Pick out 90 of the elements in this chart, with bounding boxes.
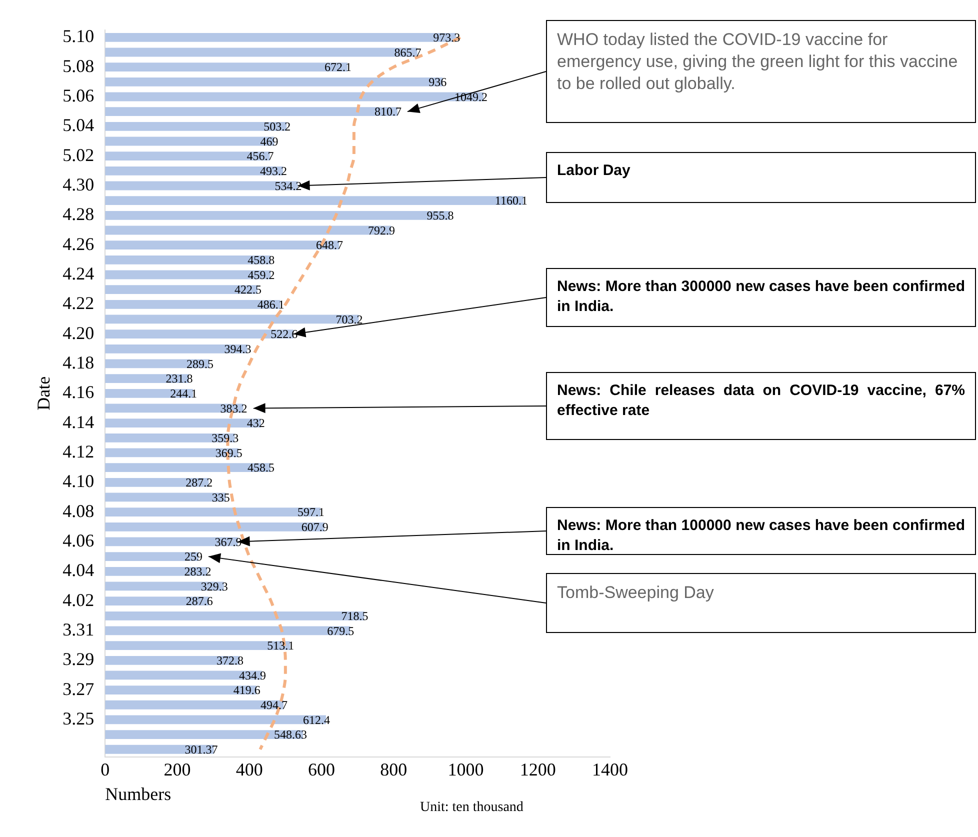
note-box: WHO today listed the COVID-19 vaccine for emergency use, giving the green light for this vaccine to be rolled out globally. xyxy=(546,20,976,123)
data-label: 287.2 xyxy=(186,476,213,490)
data-label: 458.5 xyxy=(247,460,274,475)
data-label: 259 xyxy=(184,550,203,564)
data-label: 1049.2 xyxy=(454,90,488,104)
data-label: 244.1 xyxy=(170,386,198,401)
data-label: 419.6 xyxy=(233,683,260,698)
y-tick-label: 4.08 xyxy=(62,500,94,521)
data-label: 522.6 xyxy=(270,327,298,342)
y-tick-label: 4.12 xyxy=(62,441,94,462)
note-box: News: More than 300000 new cases have been confirmed in India. xyxy=(546,268,976,327)
data-label: 1160.1 xyxy=(494,194,528,208)
note-box: Tomb-Sweeping Day xyxy=(546,573,976,633)
text: Unit: ten thousand xyxy=(420,800,524,816)
data-label: 458.8 xyxy=(248,253,275,268)
data-label: 494.7 xyxy=(260,698,288,712)
data-label: 973.3 xyxy=(433,30,460,45)
data-label: 486.1 xyxy=(257,298,284,312)
y-tick-label: 4.06 xyxy=(62,530,94,550)
data-label: 335 xyxy=(212,490,230,504)
y-tick-label: 4.24 xyxy=(62,263,94,284)
x-tick-label: 400 xyxy=(236,759,263,780)
data-label: 283.2 xyxy=(184,564,212,579)
data-label: 367.9 xyxy=(214,534,242,549)
data-label: 394.3 xyxy=(224,342,252,356)
y-tick-label: 4.14 xyxy=(62,412,94,432)
y-tick-label: 4.16 xyxy=(62,382,94,402)
y-tick-label: 4.28 xyxy=(62,204,94,224)
y-axis-title: Date xyxy=(34,376,54,410)
data-label: 493.2 xyxy=(260,164,287,178)
data-label: 372.8 xyxy=(216,654,244,668)
data-label: 703.2 xyxy=(336,312,363,326)
data-label: 422.5 xyxy=(234,282,262,297)
data-label: 865.7 xyxy=(394,45,422,60)
note-box: News: More than 100000 new cases have been confirmed in India. xyxy=(546,507,976,555)
data-label: 289.5 xyxy=(186,356,214,371)
data-label: 369.5 xyxy=(215,446,242,460)
data-label: 792.9 xyxy=(368,223,396,238)
data-label: 469 xyxy=(260,134,278,148)
data-label: 513.1 xyxy=(267,638,294,653)
note-box: Labor Day xyxy=(546,152,976,203)
data-label: 434.9 xyxy=(238,668,266,682)
data-label: 359.3 xyxy=(212,431,239,446)
x-tick-label: 200 xyxy=(164,759,191,780)
data-label: 936 xyxy=(428,75,447,90)
y-tick-label: 4.18 xyxy=(62,352,94,372)
data-label: 955.8 xyxy=(426,208,454,223)
data-label: 718.5 xyxy=(341,609,368,624)
data-label: 301.37 xyxy=(184,742,218,757)
y-tick-label: 5.06 xyxy=(62,85,94,106)
data-label: 534.2 xyxy=(274,178,302,193)
data-label: 459.2 xyxy=(248,268,275,282)
x-axis-title: Numbers xyxy=(105,784,172,804)
y-tick-label: 4.02 xyxy=(62,590,94,610)
data-label: 503.2 xyxy=(264,120,291,134)
data-label: 612.4 xyxy=(302,712,330,727)
data-label: 597.1 xyxy=(297,505,324,520)
x-tick-label: 1400 xyxy=(592,759,628,780)
data-label: 456.7 xyxy=(246,149,274,164)
data-label: 672.1 xyxy=(324,60,352,74)
data-label: 679.5 xyxy=(327,624,354,638)
data-label: 231.8 xyxy=(166,372,193,386)
data-label: 287.6 xyxy=(186,594,213,608)
x-tick-label: 1000 xyxy=(448,759,484,780)
y-tick-label: 4.10 xyxy=(62,471,94,492)
data-label: 607.9 xyxy=(301,520,328,534)
y-tick-label: 5.10 xyxy=(62,26,94,46)
y-tick-label: 4.30 xyxy=(62,174,94,194)
y-tick-label: 3.27 xyxy=(62,678,94,699)
y-tick-label: 3.29 xyxy=(62,649,94,670)
y-tick-label: 3.31 xyxy=(62,619,94,640)
x-tick-label: 600 xyxy=(308,759,335,780)
y-tick-label: 4.22 xyxy=(62,293,94,314)
y-tick-label: 5.02 xyxy=(62,144,94,165)
y-tick-label: 3.25 xyxy=(62,708,94,728)
data-label: 548.63 xyxy=(274,728,307,742)
x-tick-label: 800 xyxy=(380,759,408,780)
data-label: 810.7 xyxy=(374,104,402,119)
x-tick-label: 1200 xyxy=(520,759,556,780)
y-tick-label: 5.04 xyxy=(62,115,94,136)
note-box: News: Chile releases data on COVID-19 vaccine, 67% effective rate xyxy=(546,372,976,440)
y-tick-label: 4.26 xyxy=(62,234,94,254)
data-label: 383.2 xyxy=(220,401,248,416)
y-tick-label: 5.08 xyxy=(62,56,94,76)
x-tick-label: 0 xyxy=(100,759,110,780)
data-label: 432 xyxy=(246,416,265,430)
y-tick-label: 4.20 xyxy=(62,322,94,343)
data-label: 648.7 xyxy=(316,238,344,252)
y-tick-label: 4.04 xyxy=(62,560,94,580)
data-label: 329.3 xyxy=(200,579,228,594)
